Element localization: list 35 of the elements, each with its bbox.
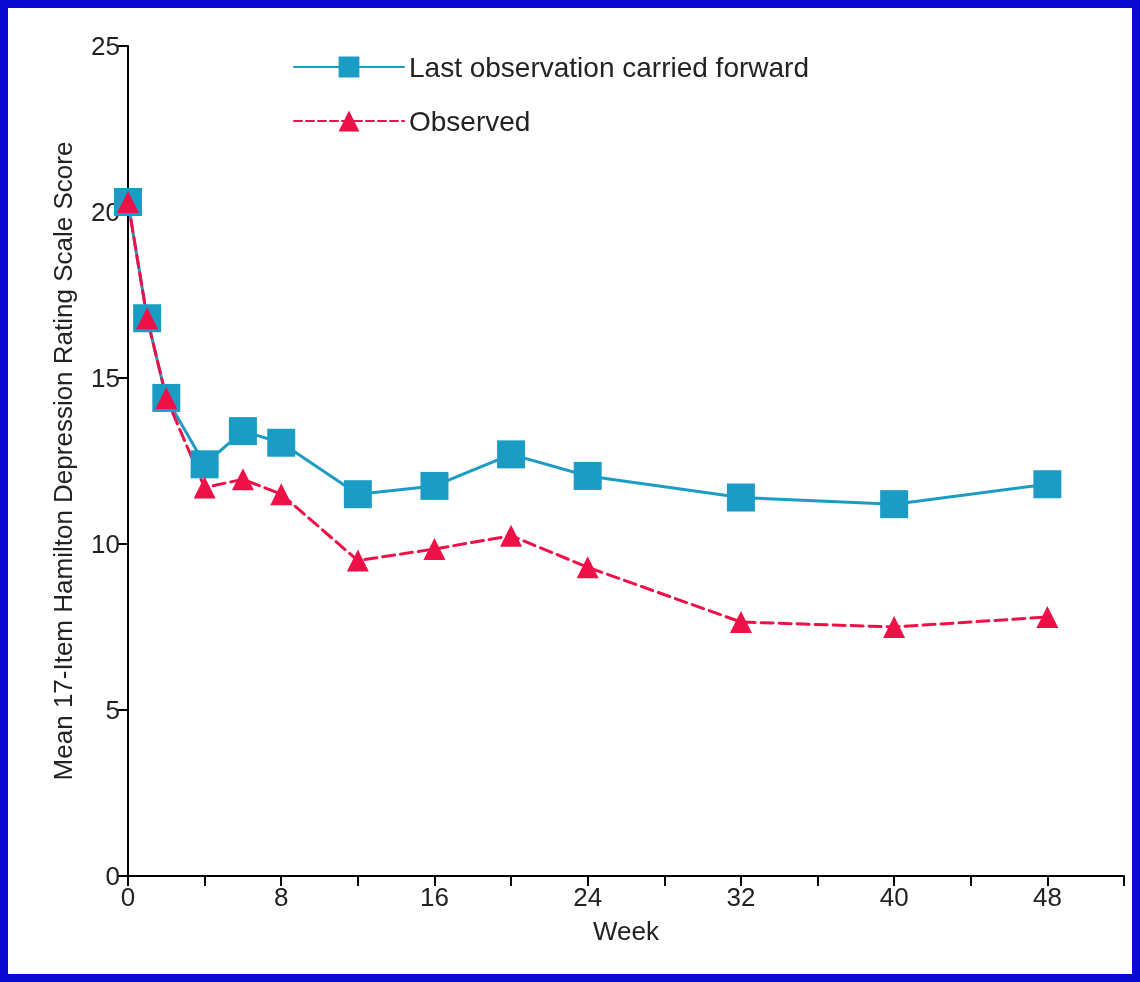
point bbox=[190, 450, 219, 479]
x-tick-label: 8 bbox=[274, 882, 289, 912]
point bbox=[267, 428, 296, 457]
point bbox=[231, 468, 254, 491]
x-tick-label: 16 bbox=[420, 882, 449, 912]
x-tick-label: 48 bbox=[1032, 882, 1062, 912]
point bbox=[576, 556, 599, 579]
point bbox=[193, 476, 216, 499]
point bbox=[423, 537, 446, 560]
x-tick-label: 24 bbox=[573, 882, 603, 912]
legend-label: Observed bbox=[409, 105, 531, 137]
point bbox=[1036, 606, 1059, 629]
point bbox=[228, 417, 257, 446]
y-axis-title: Mean 17-Item Hamilton Depression Rating Scale Score bbox=[48, 141, 78, 781]
x-tick-label: 40 bbox=[879, 882, 909, 912]
y-tick-label: 0 bbox=[105, 861, 120, 891]
point bbox=[726, 483, 755, 512]
point bbox=[883, 616, 906, 638]
point bbox=[343, 480, 372, 509]
point bbox=[270, 483, 293, 506]
point bbox=[729, 611, 752, 634]
x-axis-title: Week bbox=[593, 916, 660, 946]
point bbox=[346, 549, 369, 572]
point bbox=[497, 440, 526, 469]
y-tick-label: 10 bbox=[91, 529, 120, 559]
point bbox=[420, 471, 449, 500]
y-tick-label: 25 bbox=[91, 31, 120, 61]
x-tick-label: 32 bbox=[726, 882, 756, 912]
point bbox=[880, 490, 909, 519]
y-tick-label: 15 bbox=[91, 363, 120, 393]
legend-label: Last observation carried forward bbox=[409, 51, 809, 83]
y-tick-label: 5 bbox=[105, 695, 120, 725]
point bbox=[573, 461, 602, 490]
point bbox=[500, 524, 523, 547]
point bbox=[1033, 470, 1062, 499]
